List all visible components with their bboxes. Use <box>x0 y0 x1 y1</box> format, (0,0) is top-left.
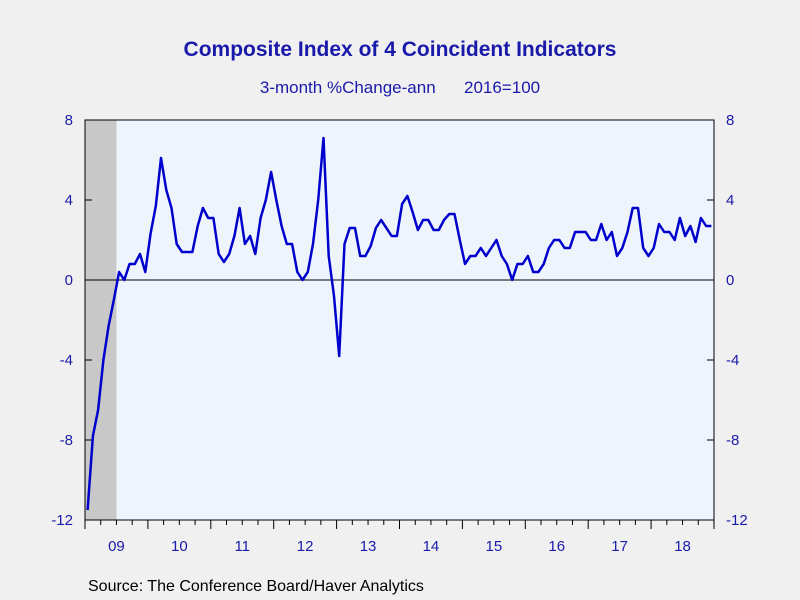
x-tick-label: 14 <box>423 538 440 555</box>
x-tick-label: 15 <box>486 538 503 555</box>
y-tick-label-left: -4 <box>60 352 73 369</box>
y-axis-right: 8 4 0 -4 -8 -12 <box>707 112 748 529</box>
x-tick-label: 17 <box>611 538 628 555</box>
chart-source: Source: The Conference Board/Haver Analy… <box>88 578 424 595</box>
x-tick-label: 18 <box>674 538 691 555</box>
plot-area <box>85 120 714 520</box>
y-tick-label-left: 0 <box>65 272 73 289</box>
y-tick-label-right: 4 <box>726 192 734 209</box>
series-line <box>86 136 712 511</box>
y-tick-label-left: -12 <box>51 512 73 529</box>
x-tick-label: 16 <box>548 538 565 555</box>
plot-border <box>84 119 715 521</box>
x-tick-label: 12 <box>297 538 314 555</box>
x-tick-label: 13 <box>360 538 377 555</box>
y-tick-label-right: -8 <box>726 432 739 449</box>
x-tick-label: 10 <box>171 538 188 555</box>
x-tick-label: 11 <box>234 538 250 555</box>
y-axis-left: 8 4 0 -4 -8 -12 <box>51 112 92 529</box>
y-tick-label-right: -4 <box>726 352 739 369</box>
chart-title: Composite Index of 4 Coincident Indicato… <box>183 38 617 61</box>
y-tick-label-left: -8 <box>60 432 73 449</box>
y-tick-label-left: 4 <box>65 192 73 209</box>
recession-shading <box>85 120 117 520</box>
y-tick-label-right: -12 <box>726 512 748 529</box>
x-tick-label: 09 <box>108 538 125 555</box>
x-axis: 09 10 11 12 13 14 15 16 17 18 <box>84 520 715 555</box>
y-tick-label-right: 0 <box>726 272 734 289</box>
y-tick-label-left: 8 <box>65 112 73 129</box>
y-tick-label-right: 8 <box>726 112 734 129</box>
chart-subtitle: 3-month %Change-ann 2016=100 <box>259 78 541 97</box>
